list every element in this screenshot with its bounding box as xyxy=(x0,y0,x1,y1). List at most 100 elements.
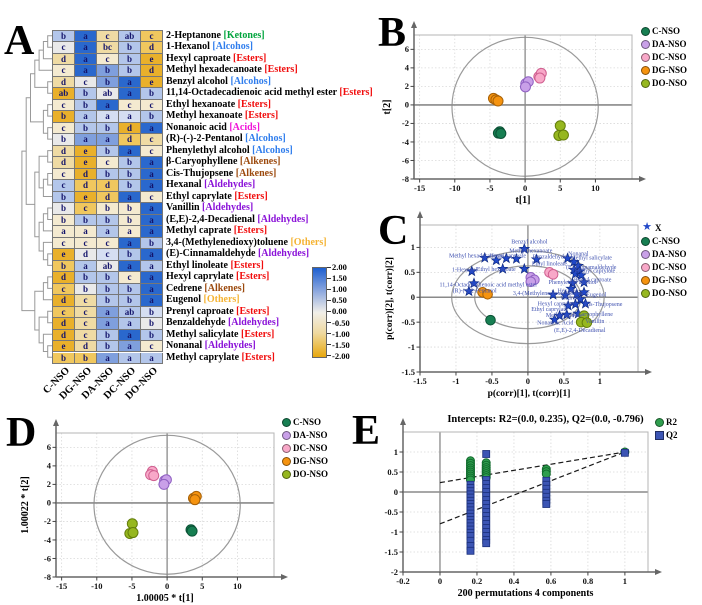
legend-label: R2 xyxy=(666,417,677,427)
oplsda-score-plot: -15 -10 -5 0 5 10 -8 -6 -4 -2 0 2 4 6 1.00005 * t[1] 1.… xyxy=(20,419,288,604)
heatmap-cell: a xyxy=(119,260,141,273)
compound-category: [Alkenes] xyxy=(233,167,277,179)
heatmap-cell: d xyxy=(53,318,75,330)
heatmap-cell: d xyxy=(53,157,75,169)
legend-item-DA-NSO: DA-NSO xyxy=(641,39,687,49)
heatmap-cell: c xyxy=(97,249,119,261)
compound-category: [Aldehydes] xyxy=(201,179,256,191)
heatmap-cell: ab xyxy=(97,88,119,100)
data-point-X xyxy=(574,293,587,305)
x-axis-arrow xyxy=(645,369,652,375)
data-point-X xyxy=(547,288,559,300)
legend-label: DO-NSO xyxy=(652,78,688,88)
y-tick-label: -1.5 xyxy=(402,367,415,377)
heatmap-cell: d xyxy=(53,145,75,158)
data-point-X xyxy=(548,313,561,325)
heatmap-cell: d xyxy=(119,134,141,146)
circle-marker-icon xyxy=(641,39,650,49)
heatmap-row-label: 2-Heptanone [Ketones] xyxy=(166,30,265,41)
y-tick-label: 0 xyxy=(47,498,51,508)
compound-category: [Acids] xyxy=(226,121,260,133)
data-point-DC-NSO xyxy=(148,470,160,482)
data-point-Q2 xyxy=(542,500,551,508)
x-axis-label: 200 permutations 4 components xyxy=(458,588,594,599)
heatmap-row-label: (R)-(-)-2-Pentanol [Alcohos] xyxy=(166,133,286,145)
heatmap-cell: c xyxy=(141,145,163,158)
x-axis-label: p(corr)[1], t(corr)[1] xyxy=(488,388,571,399)
heatmap-cell: b xyxy=(97,283,119,296)
heatmap-row-label: Benzyl alcohol [Alcohos] xyxy=(166,75,272,87)
data-point-C-NSO xyxy=(485,314,496,326)
heatmap-row-label: 11,14-Octadecadienoic acid methyl ester … xyxy=(166,87,373,99)
heatmap-cell: bc xyxy=(97,42,119,54)
y-tick-label: 6 xyxy=(405,44,409,54)
heatmap-cell: c xyxy=(75,237,97,250)
x-axis-label: 1.00005 * t[1] xyxy=(136,593,194,604)
legend-item-DA-NSO: DA-NSO xyxy=(641,249,687,259)
compound-category: [Esters] xyxy=(235,98,271,110)
heatmap-cell: a xyxy=(141,214,163,227)
y-tick-label: 0 xyxy=(411,292,415,302)
heatmap-row-label: 1-Hexanol [Alcohos] xyxy=(166,41,253,53)
heatmap-cell: c xyxy=(141,31,163,43)
dendrogram-branch xyxy=(38,49,52,71)
heatmap-row-label: Ethyl caprylate [Esters] xyxy=(166,190,268,202)
heatmap-cell: a xyxy=(75,31,97,43)
heatmap-cell: a xyxy=(141,168,163,181)
heatmap-cell: a xyxy=(141,226,163,238)
data-point-X xyxy=(463,285,475,297)
heatmap-row-label: Vanillin [Aldehydes] xyxy=(166,202,254,214)
point-label: Cedrene xyxy=(561,296,581,302)
plot-frame xyxy=(55,432,275,578)
colorbar-tick: 0.50 xyxy=(327,295,347,305)
heatmap-cell: b xyxy=(141,88,163,100)
compound-category: [Esters] xyxy=(336,87,373,99)
heatmap-cell: b xyxy=(141,111,163,123)
heatmap-row-label: Cis-Thujopsene [Alkenes] xyxy=(166,167,277,179)
heatmap-cell: a xyxy=(119,226,141,238)
heatmap-cell: b xyxy=(119,203,141,215)
data-point-X xyxy=(578,286,590,298)
heatmap-cell: b xyxy=(97,341,119,353)
x-tick-label: 0.5 xyxy=(559,376,570,386)
y-tick-label: 2 xyxy=(47,479,51,489)
heatmap-cell: b xyxy=(119,65,141,77)
data-point-Q2 xyxy=(466,546,475,555)
heatmap-cell: b xyxy=(97,295,119,307)
heatmap-cell: a xyxy=(141,249,163,261)
heatmap-cell: a xyxy=(119,191,141,204)
compound-category: [Esters] xyxy=(233,305,270,317)
x-tick-label: -15 xyxy=(414,183,425,193)
colorbar-tick: -1.50 xyxy=(327,340,350,350)
heatmap-row-label: Hexyl caprylate [Esters] xyxy=(166,271,270,283)
y-tick-label: 1 xyxy=(394,447,398,457)
heatmap-cell: ab xyxy=(119,306,141,319)
x-tick-label: 1 xyxy=(598,376,602,386)
heatmap-cell: b xyxy=(97,272,119,284)
dendrogram-branch xyxy=(42,282,52,301)
circle-marker-icon xyxy=(655,417,664,427)
compound-category: [Alcohos] xyxy=(249,144,293,156)
data-point-X xyxy=(468,277,480,289)
heatmap-cell: ab xyxy=(119,31,141,43)
panel-d-label: D xyxy=(6,410,37,456)
heatmap-row-label: Phenylethyl alcohol [Alcohos] xyxy=(166,144,293,156)
legend-label: X xyxy=(655,223,662,233)
heatmap-row-label: Ethyl hexanoate [Esters] xyxy=(166,98,271,110)
point-label: Methyl caprate xyxy=(546,313,582,319)
heatmap-cell: d xyxy=(141,42,163,54)
y-tick-label: 4 xyxy=(47,461,52,471)
heatmap-cell: c xyxy=(53,99,75,112)
data-point-DO-NSO xyxy=(554,120,566,132)
heatmap-cell: e xyxy=(75,145,97,158)
legend-c: ★ X C-NSO DA-NSO DC-NSO DG-NSO DO-NSO xyxy=(641,222,687,298)
circle-marker-icon xyxy=(641,275,650,285)
legend-label: DA-NSO xyxy=(293,430,328,440)
legend-label: DA-NSO xyxy=(652,39,687,49)
heatmap-cell: b xyxy=(119,168,141,181)
compound-category: [Aldehydes] xyxy=(254,213,309,225)
x-tick-label: 0 xyxy=(165,581,169,591)
heatmap-cell: e xyxy=(53,249,75,261)
x-tick-label: -15 xyxy=(56,581,67,591)
heatmap-cell: a xyxy=(75,226,97,238)
